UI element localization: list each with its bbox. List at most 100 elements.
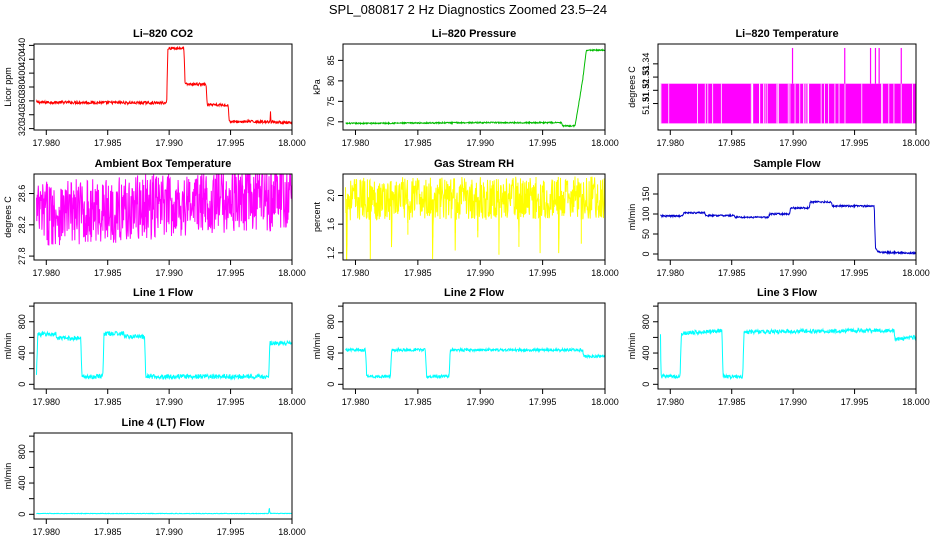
y-tick-label: 440 [17, 38, 27, 53]
figure-title: SPL_080817 2 Hz Diagnostics Zoomed 23.5–… [328, 2, 608, 17]
x-tick-label: 17.980 [33, 268, 61, 278]
x-tick-label: 18.000 [278, 397, 306, 407]
y-tick-label: 51.33 [641, 66, 651, 89]
x-tick-label: 17.995 [217, 138, 245, 148]
y-axis-label: degrees C [3, 196, 13, 238]
data-line [345, 48, 605, 128]
x-tick-label: 17.990 [779, 268, 807, 278]
x-tick-label: 17.990 [155, 397, 183, 407]
x-tick-label: 17.990 [779, 138, 807, 148]
x-tick-label: 17.985 [404, 268, 432, 278]
y-tick-label: 0 [641, 251, 651, 256]
x-tick-label: 17.980 [657, 138, 685, 148]
panel-title: Li–820 Temperature [735, 28, 838, 40]
x-tick-label: 18.000 [902, 397, 930, 407]
y-tick-label: 420 [17, 52, 27, 67]
y-axis-label: ml/min [627, 333, 637, 360]
x-tick-label: 17.980 [33, 527, 61, 537]
panel-title: Sample Flow [753, 158, 821, 170]
y-axis-label: Licor ppm [3, 67, 13, 107]
plot-frame [33, 432, 293, 520]
x-tick-label: 17.995 [217, 268, 245, 278]
y-tick-label: 400 [17, 346, 27, 361]
y-tick-label: 320 [17, 121, 27, 136]
y-tick-label: 28.2 [17, 216, 27, 234]
x-tick-label: 17.980 [657, 268, 685, 278]
x-tick-label: 18.000 [591, 268, 619, 278]
plot-frame [33, 43, 293, 131]
x-tick-label: 17.985 [404, 138, 432, 148]
x-tick-label: 18.000 [278, 268, 306, 278]
x-tick-label: 18.000 [902, 138, 930, 148]
panel-title: Ambient Box Temperature [95, 158, 232, 170]
x-tick-label: 17.985 [94, 397, 122, 407]
data-line [660, 327, 916, 381]
series [36, 45, 292, 125]
x-tick-label: 17.980 [33, 138, 61, 148]
y-axis-label: ml/min [312, 333, 322, 360]
panel-5: Gas Stream RH percent 17.980 17.985 17.990 17… [312, 158, 619, 278]
y-axis-label: ml/min [627, 204, 637, 231]
y-tick-label: 51.34 [641, 53, 651, 76]
plot-frame [657, 173, 917, 261]
x-tick-label: 17.995 [529, 138, 557, 148]
panel-2: Li–820 Pressure kPa 17.980 17.985 17.990 17.9… [312, 28, 619, 148]
y-axis-label: ml/min [3, 463, 13, 490]
x-tick-label: 17.990 [779, 397, 807, 407]
panel-1: Li–820 CO2 Licor ppm 17.980 17.985 17.990 17.… [3, 28, 306, 148]
y-tick-label: 400 [641, 346, 651, 361]
panel-8: Line 2 Flow ml/min 17.980 17.985 17.990 17.99… [312, 287, 619, 407]
plot-frame [33, 302, 293, 390]
x-tick-label: 17.980 [33, 397, 61, 407]
x-tick-label: 17.980 [657, 397, 685, 407]
y-axis-label: ml/min [3, 333, 13, 360]
plot-frame [342, 173, 606, 261]
x-tick-label: 17.980 [342, 138, 370, 148]
panel-title: Gas Stream RH [434, 158, 514, 170]
x-tick-label: 18.000 [278, 138, 306, 148]
x-tick-label: 17.995 [529, 397, 557, 407]
panel-4: Ambient Box Temperature degrees C 17.980 17… [3, 158, 306, 278]
y-tick-label: 27.8 [17, 247, 27, 265]
y-tick-label: 800 [17, 314, 27, 329]
plot-frame [657, 43, 917, 131]
series [36, 508, 292, 515]
x-tick-label: 17.990 [155, 268, 183, 278]
x-tick-label: 17.990 [155, 138, 183, 148]
y-tick-label: 75 [326, 96, 336, 106]
panel-title: Line 3 Flow [757, 287, 817, 299]
x-tick-label: 17.995 [841, 268, 869, 278]
y-axis-label: kPa [312, 79, 322, 95]
data-line [36, 508, 292, 515]
series [660, 47, 916, 124]
panel-title: Li–820 Pressure [432, 28, 516, 40]
panel-6: Sample Flow ml/min 17.980 17.985 17.990 17.99… [627, 158, 930, 278]
x-tick-label: 17.995 [529, 268, 557, 278]
data-line [345, 346, 605, 380]
y-tick-label: 2.0 [326, 189, 336, 202]
panel-9: Line 3 Flow ml/min 17.980 17.985 17.990 17.99… [627, 287, 930, 407]
y-axis-label: degrees C [627, 66, 637, 108]
x-tick-label: 17.980 [342, 268, 370, 278]
series [660, 327, 916, 381]
series [36, 174, 292, 246]
x-tick-label: 17.995 [217, 527, 245, 537]
panel-title: Li–820 CO2 [133, 28, 193, 40]
x-tick-label: 17.990 [466, 397, 494, 407]
panel-7: Line 1 Flow ml/min 17.980 17.985 17.990 17.99… [3, 287, 306, 407]
x-tick-label: 18.000 [591, 397, 619, 407]
x-tick-label: 17.985 [718, 397, 746, 407]
panel-title: Line 2 Flow [444, 287, 504, 299]
y-tick-label: 70 [326, 117, 336, 127]
x-tick-label: 17.985 [94, 527, 122, 537]
x-tick-label: 17.990 [466, 268, 494, 278]
y-tick-label: 0 [326, 382, 336, 387]
y-tick-label: 360 [17, 93, 27, 108]
y-tick-label: 51.32 [641, 79, 651, 102]
x-tick-label: 17.985 [94, 138, 122, 148]
y-tick-label: 400 [17, 66, 27, 81]
data-line [660, 199, 916, 256]
x-tick-label: 18.000 [591, 138, 619, 148]
plot-frame [342, 302, 606, 390]
